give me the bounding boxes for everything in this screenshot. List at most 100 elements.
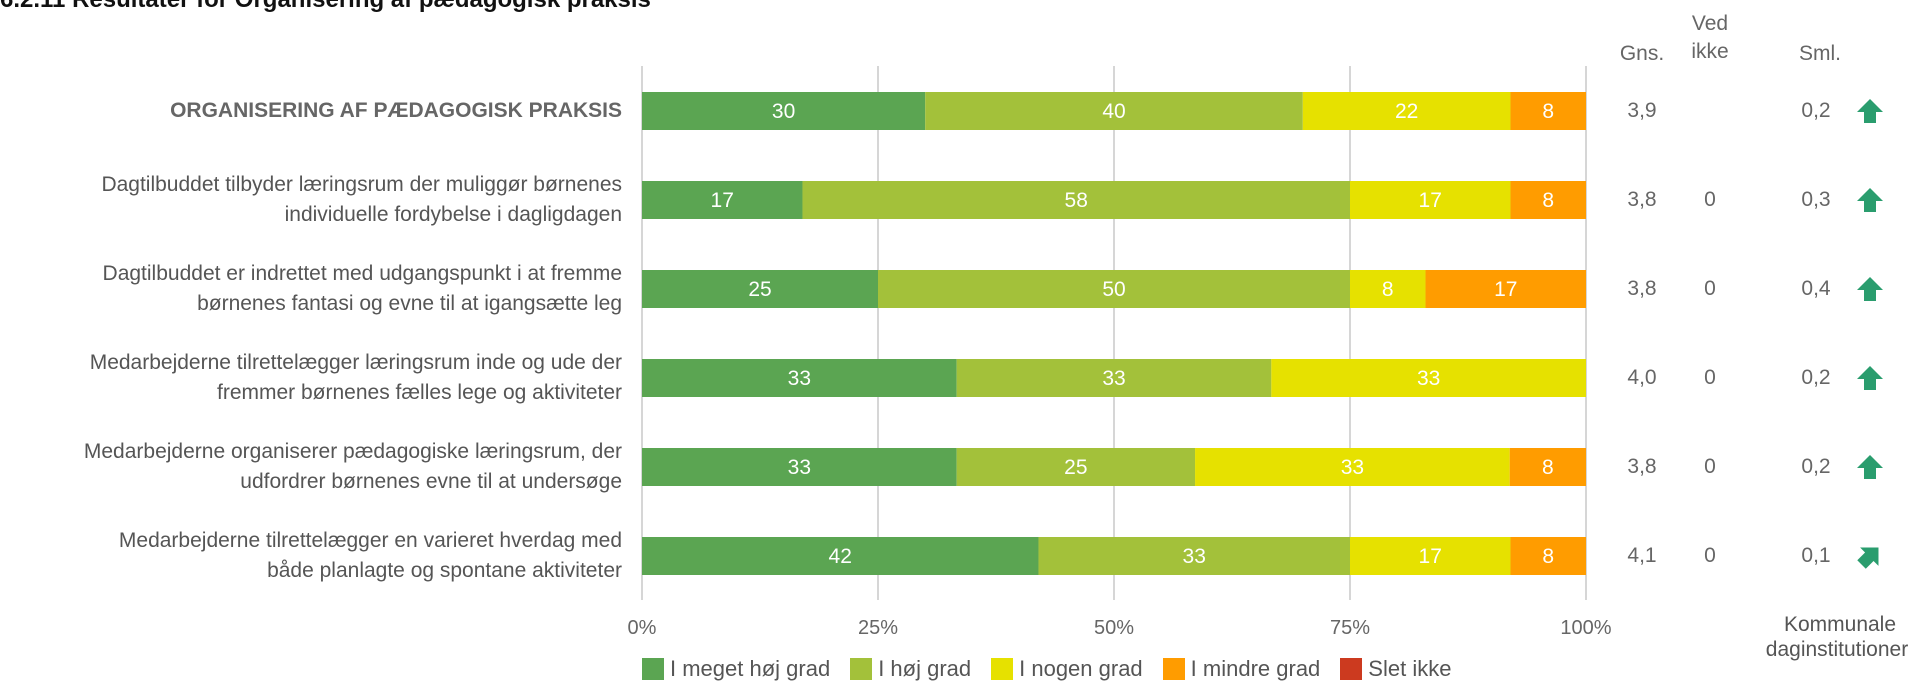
legend-label: I nogen grad — [1019, 656, 1143, 681]
bar-segment — [642, 359, 957, 397]
stat-gns: 3,9 — [1627, 99, 1657, 122]
data-label: 25 — [1064, 456, 1087, 479]
row-label-line2: børnenes fantasi og evne til at igangsæt… — [197, 292, 622, 315]
stat-sml: 0,2 — [1801, 455, 1831, 478]
legend-swatch — [991, 658, 1014, 680]
bar-segment — [1195, 448, 1510, 486]
footnote-line2: daginstitutioner — [1765, 638, 1909, 661]
header-sml: Sml. — [1799, 42, 1841, 65]
header-ved-ikke-line1: Ved — [1691, 12, 1729, 35]
data-label: 50 — [1102, 278, 1125, 301]
row-label: ORGANISERING AF PÆDAGOGISK PRAKSIS — [0, 96, 622, 126]
legend-item: I mindre grad — [1162, 656, 1321, 682]
data-label: 30 — [772, 100, 795, 123]
data-label: 17 — [711, 189, 734, 212]
arrow-shape — [1857, 188, 1883, 212]
row-label-line1: Medarbejderne tilrettelægger læringsrum … — [89, 351, 622, 374]
stat-ved-ikke: 0 — [1704, 188, 1716, 211]
bar-segment — [925, 92, 1303, 130]
data-label: 40 — [1102, 100, 1125, 123]
x-tick-label: 0% — [628, 617, 657, 639]
bar-segment — [1038, 537, 1350, 575]
legend-item: Slet ikke — [1340, 656, 1451, 682]
bar-segment — [1510, 537, 1586, 575]
page-title: 6.2.11 Resultater for Organisering af pæ… — [0, 0, 651, 14]
data-label: 17 — [1419, 545, 1442, 568]
row-label-line2: individuelle fordybelse i dagligdagen — [284, 203, 622, 226]
stat-ved-ikke: 0 — [1704, 544, 1716, 567]
legend-label: I mindre grad — [1190, 656, 1321, 681]
data-label: 8 — [1382, 278, 1394, 301]
data-label: 17 — [1419, 189, 1442, 212]
data-label: 33 — [1102, 367, 1125, 390]
data-label: 33 — [788, 456, 811, 479]
legend-swatch — [1340, 658, 1363, 680]
stat-sml: 0,1 — [1801, 544, 1831, 567]
data-label: 42 — [829, 545, 852, 568]
data-label: 33 — [788, 367, 811, 390]
stat-sml: 0,2 — [1801, 99, 1831, 122]
row-label-line1: Medarbejderne tilrettelægger en varieret… — [118, 529, 622, 552]
row-label-line2: fremmer børnenes fælles lege og aktivite… — [217, 381, 622, 404]
bar-segment — [1350, 537, 1511, 575]
legend-label: I høj grad — [878, 656, 972, 681]
row-label: Medarbejderne organiserer pædagogiske læ… — [0, 437, 622, 497]
data-label: 8 — [1542, 456, 1554, 479]
bar-segment — [1350, 181, 1511, 219]
legend-item: I nogen grad — [991, 656, 1143, 682]
data-label: 33 — [1341, 456, 1364, 479]
bar-segment — [802, 181, 1350, 219]
row-label-line1: Medarbejderne organiserer pædagogiske læ… — [83, 440, 622, 463]
row-label-line1: Dagtilbuddet tilbyder læringsrum der mul… — [101, 173, 622, 196]
row-label: Dagtilbuddet er indrettet med udgangspun… — [0, 259, 622, 319]
data-label: 25 — [748, 278, 771, 301]
bar-segment — [1350, 270, 1426, 308]
row-label-line1: ORGANISERING AF PÆDAGOGISK PRAKSIS — [170, 99, 622, 122]
stat-sml: 0,2 — [1801, 366, 1831, 389]
row-label: Dagtilbuddet tilbyder læringsrum der mul… — [0, 170, 622, 230]
arrow-shape — [1857, 366, 1883, 390]
bar-segment — [642, 92, 926, 130]
arrow-icon — [1857, 366, 1883, 390]
legend-swatch — [1162, 658, 1185, 680]
bar-segment — [956, 448, 1196, 486]
bar-segment — [1510, 181, 1586, 219]
data-label: 58 — [1065, 189, 1088, 212]
bar-segment — [1425, 270, 1586, 308]
bar-segment — [642, 270, 878, 308]
header-ved-ikke-line2: ikke — [1691, 40, 1729, 63]
row-label: Medarbejderne tilrettelægger en varieret… — [0, 526, 622, 586]
arrow-icon — [1857, 455, 1883, 479]
bar-segment — [878, 270, 1350, 308]
bar-segment — [956, 359, 1272, 397]
bar-segment — [1510, 92, 1586, 130]
bar-segment — [1302, 92, 1511, 130]
stat-gns: 3,8 — [1627, 455, 1657, 478]
arrow-icon — [1857, 277, 1883, 301]
x-tick-label: 100% — [1560, 617, 1611, 639]
row-label-line2: udfordrer børnenes evne til at undersøge — [240, 470, 622, 493]
row-label-line2: både planlagte og spontane aktiviteter — [267, 559, 622, 582]
stat-gns: 4,0 — [1627, 366, 1657, 389]
legend-item: I høj grad — [850, 656, 971, 682]
stat-ved-ikke: 0 — [1704, 455, 1716, 478]
arrow-icon — [1857, 99, 1883, 123]
stat-ved-ikke: 0 — [1704, 277, 1716, 300]
bar-segment — [642, 181, 803, 219]
bar-segment — [1509, 448, 1586, 486]
row-label-line1: Dagtilbuddet er indrettet med udgangspun… — [102, 262, 622, 285]
data-label: 22 — [1395, 100, 1418, 123]
data-label: 8 — [1542, 100, 1554, 123]
bar-segment — [642, 537, 1039, 575]
data-label: 33 — [1183, 545, 1206, 568]
legend-swatch — [850, 658, 873, 680]
arrow-shape — [1857, 547, 1879, 569]
arrow-shape — [1857, 455, 1883, 479]
row-label: Medarbejderne tilrettelægger læringsrum … — [0, 348, 622, 408]
x-tick-label: 25% — [858, 617, 898, 639]
stat-gns: 3,8 — [1627, 277, 1657, 300]
header-gns: Gns. — [1619, 42, 1665, 65]
data-label: 17 — [1494, 278, 1517, 301]
data-label: 33 — [1417, 367, 1440, 390]
